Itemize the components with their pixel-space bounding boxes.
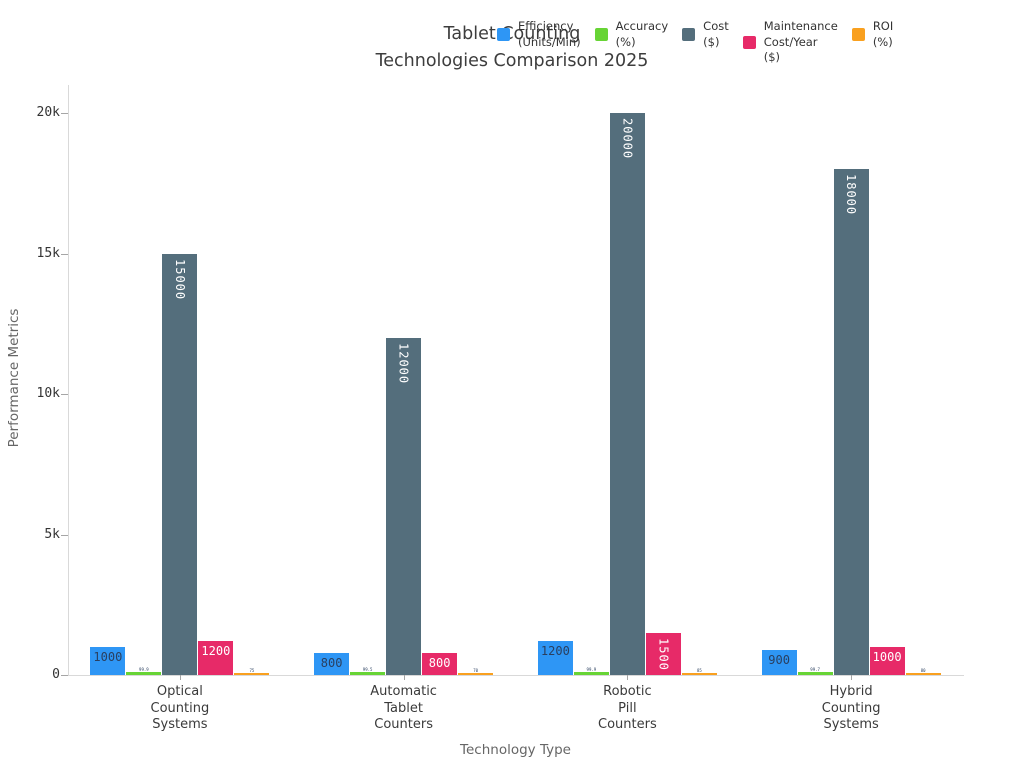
chart-title-line2: Technologies Comparison 2025 (375, 51, 649, 71)
legend-swatch-icon (497, 28, 510, 41)
bar-roi-automatic-tablet-counters[interactable]: 70 (458, 668, 494, 675)
x-tick-mark (627, 675, 629, 680)
bar-accuracy-hybrid-counting-systems[interactable]: 99.7 (797, 667, 833, 675)
legend-item-label: ROI (%) (872, 19, 894, 49)
bar-value-label: 18000 (844, 174, 859, 216)
bar-roi-optical-counting-systems[interactable]: 75 (234, 668, 270, 675)
bar-efficiency-units-min-automatic-tablet-counters[interactable]: 800 (314, 652, 350, 675)
y-tick-mark (61, 534, 68, 536)
bar-cost-robotic-pill-counters[interactable]: 20000 (609, 113, 645, 675)
y-tick-mark (61, 675, 68, 676)
bar-cost-hybrid-counting-systems[interactable]: 18000 (833, 169, 869, 675)
bar-value-label: 85 (696, 667, 702, 673)
y-tick-label: 0 (52, 667, 60, 682)
bar-value-label: 1000 (872, 649, 902, 664)
y-tick-label: 5k (44, 526, 60, 542)
bar-value-label: 900 (768, 652, 790, 667)
bar-efficiency-units-min-optical-counting-systems[interactable]: 1000 (90, 646, 126, 675)
y-tick-label: 10k (36, 386, 60, 401)
bar-value-label: 15000 (172, 258, 187, 300)
legend-item-cost[interactable]: Cost ($) (682, 19, 729, 50)
y-tick-label: 20k (36, 105, 60, 120)
bar-value-label: 80 (920, 667, 926, 673)
bar-accuracy-optical-counting-systems[interactable]: 99.9 (126, 667, 162, 675)
bar-maintenance-cost-year-hybrid-counting-systems[interactable]: 1000 (869, 646, 905, 675)
bar-cost-automatic-tablet-counters[interactable]: 12000 (386, 337, 422, 675)
bar-value-label: 75 (249, 667, 255, 673)
legend-swatch-icon (682, 28, 696, 41)
legend: Efficiency (Units/Min) Accuracy (%) Cost (… (497, 19, 893, 66)
legend-item-label: Accuracy (%) (615, 19, 669, 49)
x-category-label-robotic-pill-counters: Robotic Pill Counters (598, 684, 657, 732)
bar-value-label: 12000 (396, 342, 411, 384)
bar-value-label: 99.9 (586, 667, 597, 673)
y-axis-title: Performance Metrics (6, 308, 22, 448)
bar-roi-hybrid-counting-systems[interactable]: 80 (905, 668, 941, 675)
legend-item-maintenance-cost-year[interactable]: Maintenance Cost/Year ($) (742, 19, 838, 66)
x-category-label-automatic-tablet-counters: Automatic Tablet Counters (370, 684, 437, 732)
y-tick-mark (61, 113, 68, 114)
bar-accuracy-automatic-tablet-counters[interactable]: 99.5 (350, 667, 386, 675)
x-axis-line (68, 675, 964, 676)
bar-value-label: 1200 (540, 644, 570, 659)
bar-value-label: 1200 (201, 644, 231, 659)
bar-maintenance-cost-year-automatic-tablet-counters[interactable]: 800 (422, 652, 458, 675)
bar-value-label: 20000 (620, 118, 635, 160)
y-tick-label: 15k (36, 245, 60, 261)
x-category-label-hybrid-counting-systems: Hybrid Counting Systems (821, 684, 881, 732)
x-axis-title: Technology Type (460, 742, 571, 758)
legend-item-label: Cost ($) (703, 19, 729, 49)
bar-efficiency-units-min-robotic-pill-counters[interactable]: 1200 (537, 641, 573, 675)
legend-item-roi[interactable]: ROI (%) (851, 19, 894, 50)
plot-area: 1000 99.9 15000 1200 75 800 99.5 12000 800 70 1200… (68, 85, 963, 675)
bar-maintenance-cost-year-robotic-pill-counters[interactable]: 1500 (645, 632, 681, 675)
legend-item-accuracy[interactable]: Accuracy (%) (594, 19, 669, 50)
x-category-label-optical-counting-systems: Optical Counting Systems (150, 684, 210, 732)
bar-value-label: 1000 (93, 649, 123, 664)
legend-item-label: Efficiency (Units/Min) (518, 19, 581, 49)
bar-efficiency-units-min-hybrid-counting-systems[interactable]: 900 (761, 649, 797, 675)
legend-item-label: Maintenance Cost/Year ($) (763, 19, 838, 64)
bar-value-label: 99.9 (139, 667, 149, 673)
y-axis-line (68, 85, 69, 675)
x-tick-mark (179, 675, 181, 680)
bar-value-label: 99.5 (362, 667, 373, 673)
legend-item-efficiency-units-min[interactable]: Efficiency (Units/Min) (497, 19, 581, 50)
chart-title: Tablet Counting Technologies Comparison … (0, 21, 1024, 75)
bar-value-label: 99.7 (810, 667, 820, 673)
y-tick-mark (61, 394, 68, 395)
bar-value-label: 800 (428, 655, 451, 670)
y-tick-mark (61, 253, 68, 255)
bar-cost-optical-counting-systems[interactable]: 15000 (162, 253, 198, 675)
bar-accuracy-robotic-pill-counters[interactable]: 99.9 (573, 667, 609, 675)
bar-roi-robotic-pill-counters[interactable]: 85 (681, 668, 717, 675)
legend-swatch-icon (742, 35, 756, 49)
legend-swatch-icon (851, 28, 865, 41)
x-tick-mark (851, 675, 853, 680)
x-tick-mark (403, 675, 405, 680)
bar-value-label: 800 (320, 655, 343, 670)
bar-maintenance-cost-year-optical-counting-systems[interactable]: 1200 (198, 641, 234, 675)
bar-value-label: 1500 (656, 637, 671, 671)
legend-swatch-icon (594, 28, 608, 41)
chart-title-line1: Tablet Counting (443, 24, 581, 44)
bar-value-label: 70 (473, 668, 479, 674)
